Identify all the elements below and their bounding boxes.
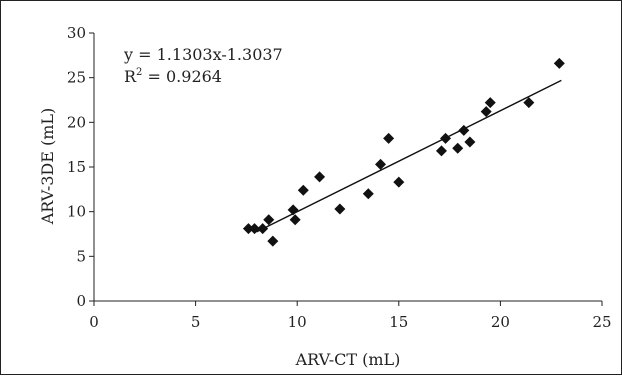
y-tick-label: 10	[67, 203, 86, 221]
data-point	[242, 223, 254, 235]
y-axis-label: ARV-3DE (mL)	[38, 108, 57, 226]
data-point	[334, 203, 346, 215]
data-points	[242, 57, 565, 247]
x-tick-label: 10	[288, 313, 307, 331]
x-tick-label: 25	[592, 313, 611, 331]
data-point	[440, 132, 452, 144]
data-point	[375, 158, 387, 170]
data-point	[362, 188, 374, 200]
data-point	[314, 171, 326, 183]
r-squared-value: = 0.9264	[142, 67, 222, 86]
data-point	[383, 132, 395, 144]
data-point	[267, 235, 279, 247]
data-point	[523, 97, 535, 109]
r-squared-exponent: 2	[136, 67, 142, 78]
axes	[89, 32, 603, 306]
data-point	[249, 223, 261, 235]
data-point	[480, 106, 492, 118]
y-tick-label: 5	[76, 247, 86, 265]
x-tick-label: 5	[191, 313, 201, 331]
y-tick-label: 20	[67, 113, 86, 131]
equation-label: y = 1.1303x-1.3037	[123, 45, 283, 64]
data-point	[297, 184, 309, 196]
data-point	[287, 204, 299, 216]
data-point	[263, 214, 275, 226]
r-squared-prefix: R	[124, 67, 137, 86]
y-tick-label: 0	[76, 292, 86, 310]
tick-labels: 0 5 10 15 20 25 0 5 10 15 20 25 30	[67, 24, 612, 331]
x-axis-label: ARV-CT (mL)	[295, 350, 401, 369]
data-point	[464, 136, 476, 148]
data-point	[257, 223, 269, 235]
data-point	[452, 142, 464, 154]
data-point	[553, 57, 565, 69]
data-point	[289, 214, 301, 226]
x-tick-label: 20	[491, 313, 510, 331]
r-squared-label: R2 = 0.9264	[124, 67, 222, 86]
data-point	[393, 176, 405, 188]
data-point	[484, 97, 496, 109]
trendline	[256, 79, 562, 233]
data-point	[458, 124, 470, 136]
data-point	[435, 145, 447, 157]
y-tick-label: 25	[67, 69, 86, 87]
x-tick-label: 0	[89, 313, 99, 331]
y-tick-label: 30	[67, 24, 86, 42]
y-tick-label: 15	[67, 158, 86, 176]
x-tick-label: 15	[389, 313, 408, 331]
